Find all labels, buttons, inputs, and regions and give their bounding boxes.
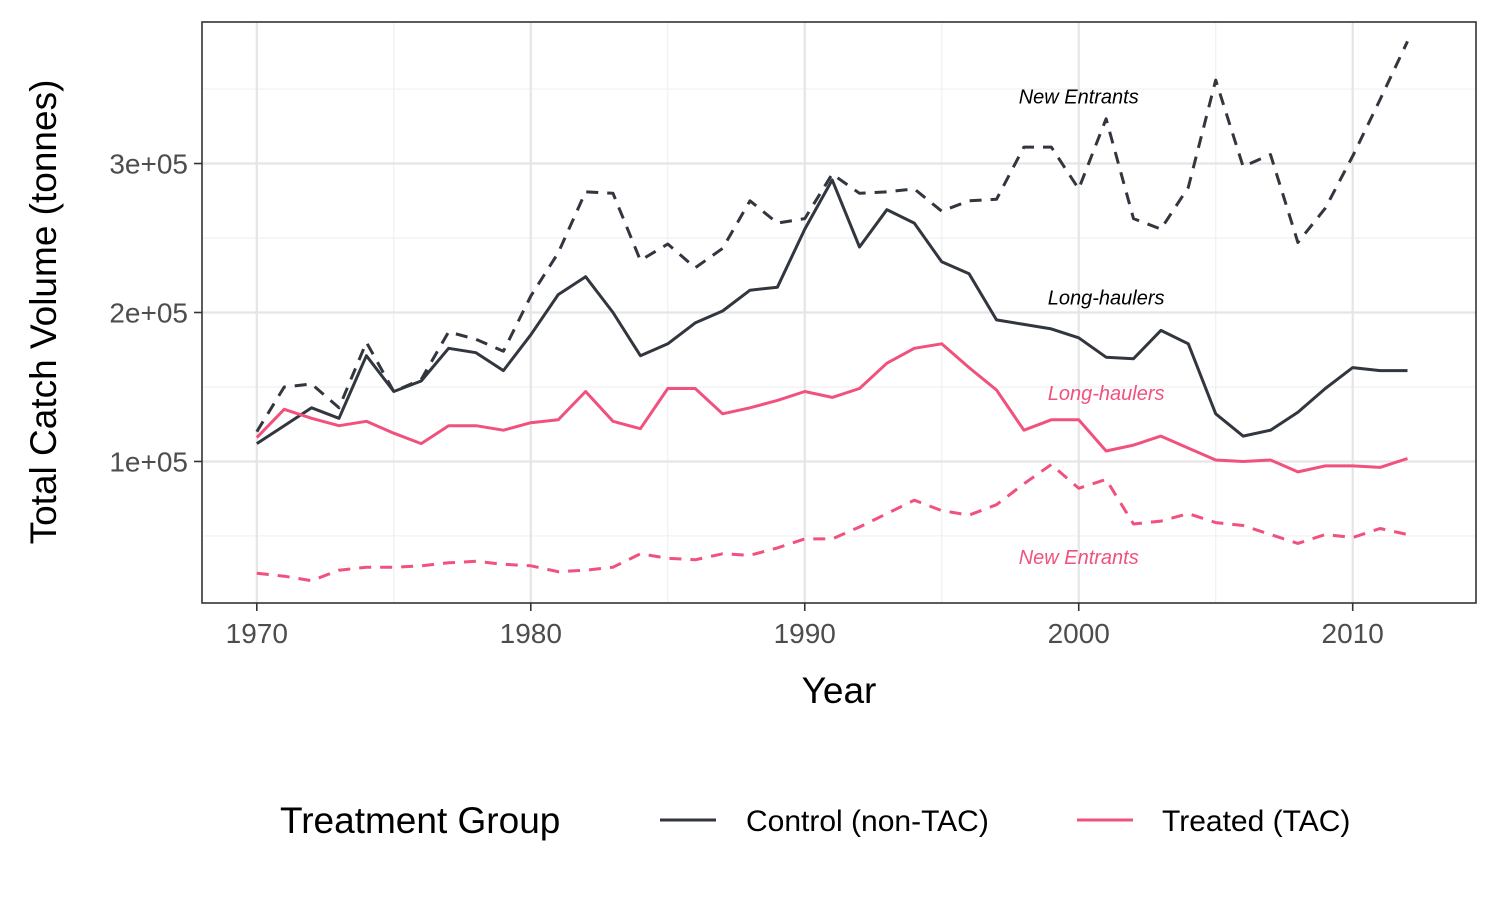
- legend: Treatment Group Control (non-TAC) Treate…: [280, 800, 1350, 841]
- series-lines: [255, 40, 1409, 583]
- annotation-treated-long-haulers: Long-haulers: [1048, 383, 1165, 405]
- y-tick-label: 2e+05: [109, 298, 188, 329]
- y-tick-label: 3e+05: [109, 149, 188, 180]
- axis-ticks: 1970 1980 1990 2000 2010 1e+05 2e+05 3e+05: [109, 149, 1383, 649]
- series-line-treated-new-entrants: [256, 463, 1408, 583]
- annotation-treated-new-entrants: New Entrants: [1019, 547, 1139, 569]
- y-axis-title: Total Catch Volume (tonnes): [23, 80, 64, 545]
- legend-label-treated: Treated (TAC): [1162, 805, 1350, 838]
- grid: [202, 22, 1476, 603]
- x-tick-label: 2010: [1322, 618, 1384, 649]
- series-line-control-long-haulers: [255, 178, 1408, 445]
- legend-label-control: Control (non-TAC): [746, 805, 989, 838]
- x-tick-label: 2000: [1048, 618, 1110, 649]
- x-tick-label: 1990: [774, 618, 836, 649]
- x-tick-label: 1980: [500, 618, 562, 649]
- series-annotations: New Entrants Long-haulers Long-haulers New …: [1019, 86, 1165, 568]
- annotation-control-long-haulers: Long-haulers: [1048, 288, 1165, 310]
- series-line-treated-long-haulers: [255, 342, 1408, 474]
- legend-title: Treatment Group: [280, 800, 560, 841]
- x-axis-title: Year: [802, 670, 877, 711]
- y-tick-label: 1e+05: [109, 446, 188, 477]
- series-line-control-new-entrants: [255, 40, 1409, 433]
- annotation-control-new-entrants: New Entrants: [1019, 86, 1139, 108]
- x-tick-label: 1970: [226, 618, 288, 649]
